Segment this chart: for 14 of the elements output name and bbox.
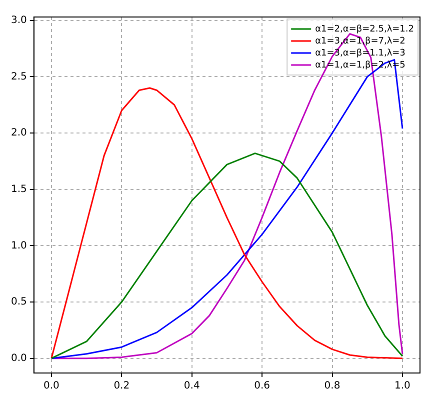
x-tick-label: 0.0 — [44, 380, 60, 392]
y-tick-label: 0.0 — [10, 352, 27, 364]
y-tick-label: 2.0 — [10, 128, 27, 139]
x-tick-label: 0.6 — [254, 380, 270, 392]
y-tick-label: 2.5 — [10, 71, 27, 82]
y-tick-label: 1.5 — [10, 184, 27, 195]
x-tick-label: 1.0 — [394, 380, 410, 392]
y-tick-label: 3.0 — [10, 14, 27, 26]
x-tick-label: 0.8 — [324, 380, 340, 392]
x-tick-label: 0.2 — [114, 380, 130, 392]
y-tick-label: 1.0 — [10, 240, 27, 252]
legend-label: α1=2,α=β=2.5,λ=1.2 — [315, 24, 414, 34]
y-tick-label: 0.5 — [10, 296, 27, 308]
x-tick-label: 0.4 — [184, 380, 200, 392]
